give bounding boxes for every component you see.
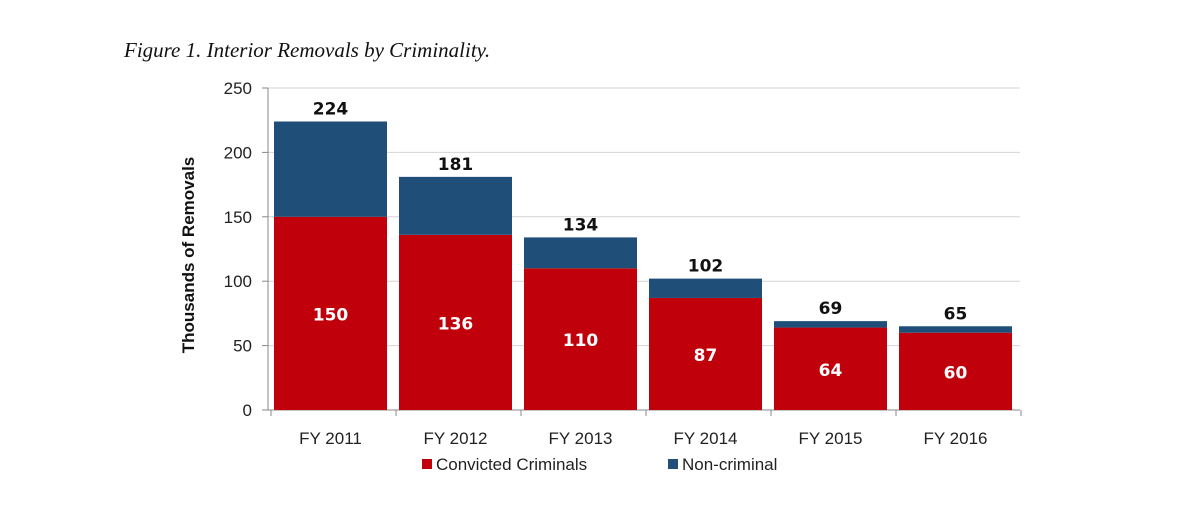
figure-title: Figure 1. Interior Removals by Criminali… [124, 38, 491, 62]
legend-swatch-convicted [422, 459, 432, 469]
total-value-label: 181 [438, 155, 474, 175]
total-value-label: 102 [688, 257, 724, 277]
convicted-value-label: 110 [563, 331, 599, 351]
gridlines [268, 87, 1020, 347]
y-tick-label: 100 [224, 272, 252, 291]
bar-segment-non-criminal [774, 321, 887, 328]
total-value-label: 65 [944, 304, 968, 324]
bar-segment-non-criminal [899, 326, 1012, 333]
y-tick-label: 0 [243, 401, 252, 420]
bar-segment-non-criminal [274, 121, 387, 217]
total-value-label: 224 [313, 99, 349, 119]
axes: 0 50 100 150 200 250 FY 2011 FY 2012 FY 2013 FY 2… [224, 79, 1022, 448]
legend-label-convicted: Convicted Criminals [436, 455, 587, 474]
y-axis-title: Thousands of Removals [179, 157, 198, 353]
convicted-value-label: 150 [313, 305, 349, 325]
total-value-label: 134 [563, 215, 599, 235]
x-tick-label: FY 2014 [674, 429, 738, 448]
bar-segment-convicted [399, 234, 512, 410]
bar-segment-non-criminal [524, 237, 637, 269]
data-labels: 150 224 136 181 110 134 87 102 64 69 60 65 [313, 99, 968, 383]
legend-swatch-non-criminal [668, 459, 678, 469]
bar-segment-non-criminal [399, 176, 512, 235]
legend: Convicted Criminals Non-criminal [422, 455, 777, 474]
x-tick-label: FY 2013 [549, 429, 613, 448]
legend-label-non-criminal: Non-criminal [682, 455, 777, 474]
bar-segment-convicted [649, 297, 762, 410]
bar-segment-convicted [899, 332, 1012, 410]
x-tick-label: FY 2015 [799, 429, 863, 448]
x-tick-label: FY 2012 [424, 429, 488, 448]
x-tick-label: FY 2016 [924, 429, 988, 448]
y-tick-label: 200 [224, 143, 252, 162]
convicted-value-label: 64 [819, 361, 843, 381]
total-value-label: 69 [819, 299, 843, 319]
bar-segment-non-criminal [649, 278, 762, 298]
convicted-value-label: 87 [694, 346, 718, 366]
bar-segment-convicted [524, 268, 637, 410]
y-tick-label: 50 [233, 337, 252, 356]
convicted-value-label: 136 [438, 314, 474, 334]
convicted-value-label: 60 [944, 363, 968, 383]
y-tick-label: 150 [224, 208, 252, 227]
x-tick-label: FY 2011 [299, 429, 362, 448]
bar-segment-convicted [274, 216, 387, 410]
bar-segment-convicted [774, 327, 887, 410]
bars [274, 121, 1012, 410]
y-tick-label: 250 [224, 79, 252, 98]
